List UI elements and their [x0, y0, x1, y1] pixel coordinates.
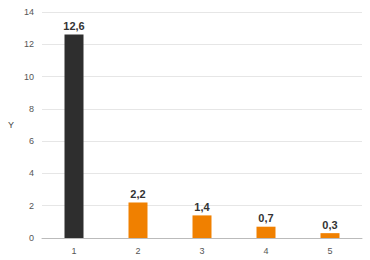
svg-text:Y: Y	[8, 120, 14, 130]
svg-text:2: 2	[135, 246, 140, 256]
svg-text:6: 6	[29, 136, 34, 146]
svg-text:0: 0	[29, 233, 34, 243]
svg-text:0,3: 0,3	[322, 219, 337, 231]
svg-text:1: 1	[71, 246, 76, 256]
svg-text:14: 14	[24, 7, 34, 17]
svg-text:3: 3	[199, 246, 204, 256]
svg-text:12,6: 12,6	[63, 20, 84, 32]
svg-text:1,4: 1,4	[194, 201, 210, 213]
svg-text:8: 8	[29, 104, 34, 114]
svg-text:0,7: 0,7	[258, 212, 273, 224]
svg-text:2,2: 2,2	[130, 188, 145, 200]
svg-text:4: 4	[263, 246, 268, 256]
svg-text:2: 2	[29, 201, 34, 211]
svg-text:10: 10	[24, 72, 34, 82]
svg-text:12: 12	[24, 39, 34, 49]
svg-text:5: 5	[327, 246, 332, 256]
svg-text:4: 4	[29, 168, 34, 178]
